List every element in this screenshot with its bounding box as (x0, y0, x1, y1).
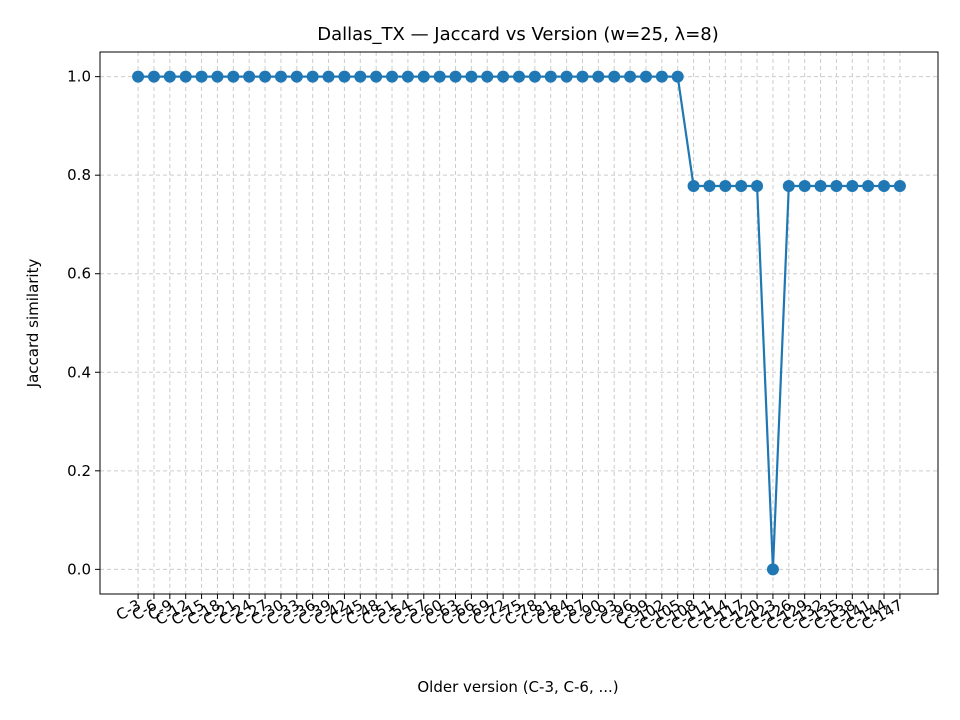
point (433, 70, 446, 83)
point (782, 180, 795, 193)
point (846, 180, 859, 193)
point (386, 70, 399, 83)
point (290, 70, 303, 83)
point (417, 70, 430, 83)
y-tick-label: 0.2 (67, 462, 91, 480)
point (862, 180, 875, 193)
point (814, 180, 827, 193)
point (687, 180, 700, 193)
point (132, 70, 145, 83)
point (481, 70, 494, 83)
point (259, 70, 272, 83)
point (401, 70, 414, 83)
y-tick-label: 0.0 (67, 560, 91, 578)
point (338, 70, 351, 83)
point (655, 70, 668, 83)
point (370, 70, 383, 83)
point (576, 70, 589, 83)
point (671, 70, 684, 83)
point (306, 70, 319, 83)
point (544, 70, 557, 83)
point (322, 70, 335, 83)
point (195, 70, 208, 83)
point (528, 70, 541, 83)
point (179, 70, 192, 83)
point (465, 70, 478, 83)
point (766, 563, 779, 576)
point (497, 70, 510, 83)
chart-title: Dallas_TX — Jaccard vs Version (w=25, λ=… (317, 24, 719, 45)
point (893, 180, 906, 193)
y-tick-label: 0.8 (67, 166, 91, 184)
point (227, 70, 240, 83)
point (211, 70, 224, 83)
point (147, 70, 160, 83)
y-tick-label: 0.6 (67, 265, 91, 283)
point (639, 70, 652, 83)
point (719, 180, 732, 193)
x-axis-label: Older version (C-3, C-6, ...) (417, 678, 618, 696)
point (703, 180, 716, 193)
y-tick-label: 0.4 (67, 363, 91, 381)
point (878, 180, 891, 193)
point (751, 180, 764, 193)
point (513, 70, 525, 83)
point (830, 180, 843, 193)
point (449, 70, 462, 83)
y-tick-label: 1.0 (67, 68, 91, 86)
point (608, 70, 621, 83)
point (624, 70, 637, 83)
point (243, 70, 256, 83)
point (354, 70, 367, 83)
point (163, 70, 176, 83)
plot-frame (99, 51, 939, 595)
point (560, 70, 573, 83)
point (592, 70, 605, 83)
point (735, 180, 748, 193)
y-axis-label: Jaccard similarity (24, 259, 42, 389)
point (798, 180, 811, 193)
point (274, 70, 287, 83)
